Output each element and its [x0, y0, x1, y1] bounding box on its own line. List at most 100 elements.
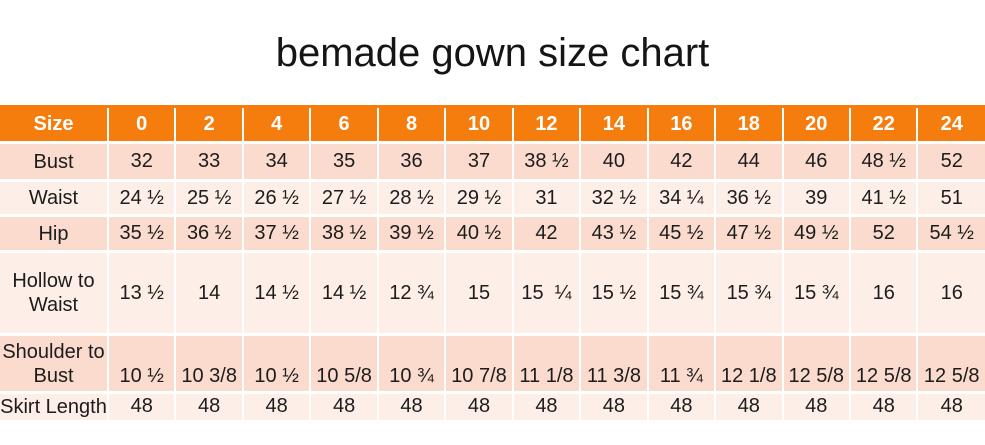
- size-value-cell: 10 ¾: [377, 334, 447, 394]
- size-value-cell: 15 ¾: [715, 251, 784, 336]
- row-label-shoulder-to-bust: Shoulder to Bust: [0, 334, 109, 394]
- chart-title: bemade gown size chart: [275, 30, 710, 75]
- size-value-cell: 31: [512, 180, 582, 217]
- size-value-cell: 47 ½: [715, 215, 784, 253]
- column-header-2: 2: [175, 106, 244, 144]
- size-value-cell: 10 5/8: [310, 334, 379, 394]
- size-value-cell: 15 ¾: [782, 251, 851, 336]
- row-label-hip: Hip: [0, 215, 109, 253]
- size-value-cell: 41 ½: [849, 180, 919, 217]
- size-value-cell: 48 ½: [849, 142, 919, 182]
- size-value-cell: 36 ½: [175, 215, 244, 253]
- size-value-cell: 48: [242, 392, 312, 420]
- row-label-skirt-length: Skirt Length: [0, 392, 109, 420]
- size-value-cell: 48: [917, 392, 985, 420]
- size-value-cell: 33: [175, 142, 244, 182]
- size-value-cell: 48: [580, 392, 649, 420]
- size-value-cell: 36: [377, 142, 447, 182]
- column-header-14: 14: [580, 106, 649, 144]
- size-table-body: Bust 32 33 34 35 36 37 38 ½ 40 42 44 46 48 ½ 52 Waist 2…: [0, 142, 985, 420]
- size-value-cell: 35: [310, 142, 379, 182]
- size-value-cell: 15 ¾: [647, 251, 717, 336]
- column-header-12: 12: [512, 106, 582, 144]
- size-value-cell: 38 ½: [310, 215, 379, 253]
- size-value-cell: 43 ½: [580, 215, 649, 253]
- size-value-cell: 48: [175, 392, 244, 420]
- size-value-cell: 14 ½: [242, 251, 312, 336]
- size-value-cell: 11 ¾: [647, 334, 717, 394]
- size-value-cell: 42: [647, 142, 717, 182]
- size-value-cell: 34 ¼: [647, 180, 717, 217]
- column-header-0: 0: [108, 106, 177, 144]
- size-value-cell: 10 ½: [242, 334, 312, 394]
- size-value-cell: 42: [512, 215, 582, 253]
- column-header-6: 6: [310, 106, 379, 144]
- size-value-cell: 10 3/8: [175, 334, 244, 394]
- row-label-bust: Bust: [0, 142, 109, 182]
- size-value-cell: 48: [445, 392, 514, 420]
- size-value-cell: 12 5/8: [849, 334, 919, 394]
- size-value-cell: 10 ½: [108, 334, 177, 394]
- title-area: bemade gown size chart: [0, 0, 985, 105]
- row-label-hollow-to-waist: Hollow to Waist: [0, 251, 109, 336]
- column-header-20: 20: [782, 106, 851, 144]
- size-value-cell: 11 1/8: [512, 334, 582, 394]
- size-value-cell: 37: [445, 142, 514, 182]
- column-header-8: 8: [377, 106, 447, 144]
- size-value-cell: 12 ¾: [377, 251, 447, 336]
- size-value-cell: 15: [445, 251, 514, 336]
- column-header-18: 18: [715, 106, 784, 144]
- size-value-cell: 12 5/8: [917, 334, 985, 394]
- column-header-10: 10: [445, 106, 514, 144]
- size-value-cell: 14: [175, 251, 244, 336]
- column-header-24: 24: [917, 106, 985, 144]
- size-value-cell: 45 ½: [647, 215, 717, 253]
- size-value-cell: 32: [108, 142, 177, 182]
- size-value-cell: 40 ½: [445, 215, 514, 253]
- column-header-4: 4: [242, 106, 312, 144]
- size-value-cell: 10 7/8: [445, 334, 514, 394]
- column-header-16: 16: [647, 106, 717, 144]
- size-value-cell: 28 ½: [377, 180, 447, 217]
- size-column-header: Size: [0, 106, 109, 144]
- size-value-cell: 48: [782, 392, 851, 420]
- size-value-cell: 26 ½: [242, 180, 312, 217]
- size-value-cell: 27 ½: [310, 180, 379, 217]
- size-value-cell: 36 ½: [715, 180, 784, 217]
- size-value-cell: 32 ½: [580, 180, 649, 217]
- size-value-cell: 39: [782, 180, 851, 217]
- size-value-cell: 54 ½: [917, 215, 985, 253]
- size-value-cell: 52: [917, 142, 985, 182]
- table-row-hip: Hip 35 ½ 36 ½ 37 ½ 38 ½ 39 ½ 40 ½ 42 43 ½ 45 ½ 47 …: [0, 215, 985, 253]
- size-value-cell: 11 3/8: [580, 334, 649, 394]
- size-value-cell: 34: [242, 142, 312, 182]
- header-row: Size 0 2 4 6 8 10 12 14 16 18 20 22 24: [0, 106, 985, 144]
- size-value-cell: 48: [310, 392, 379, 420]
- size-value-cell: 35 ½: [108, 215, 177, 253]
- size-value-cell: 15 ¼: [512, 251, 582, 336]
- table-row-skirt-length: Skirt Length 48 48 48 48 48 48 48 48 48 48 48 48 48: [0, 392, 985, 420]
- size-value-cell: 16: [917, 251, 985, 336]
- size-value-cell: 38 ½: [512, 142, 582, 182]
- size-value-cell: 25 ½: [175, 180, 244, 217]
- row-label-waist: Waist: [0, 180, 109, 217]
- size-value-cell: 12 1/8: [715, 334, 784, 394]
- size-value-cell: 12 5/8: [782, 334, 851, 394]
- size-value-cell: 44: [715, 142, 784, 182]
- size-value-cell: 51: [917, 180, 985, 217]
- size-value-cell: 37 ½: [242, 215, 312, 253]
- size-table: Size 0 2 4 6 8 10 12 14 16 18 20 22 24 Bust 32 33 34 35 36…: [0, 105, 985, 420]
- size-value-cell: 48: [647, 392, 717, 420]
- table-row-bust: Bust 32 33 34 35 36 37 38 ½ 40 42 44 46 48 ½ 52: [0, 142, 985, 182]
- size-value-cell: 48: [512, 392, 582, 420]
- size-value-cell: 16: [849, 251, 919, 336]
- size-value-cell: 52: [849, 215, 919, 253]
- size-value-cell: 48: [377, 392, 447, 420]
- size-value-cell: 48: [108, 392, 177, 420]
- size-value-cell: 13 ½: [108, 251, 177, 336]
- size-value-cell: 24 ½: [108, 180, 177, 217]
- column-header-22: 22: [849, 106, 919, 144]
- size-value-cell: 14 ½: [310, 251, 379, 336]
